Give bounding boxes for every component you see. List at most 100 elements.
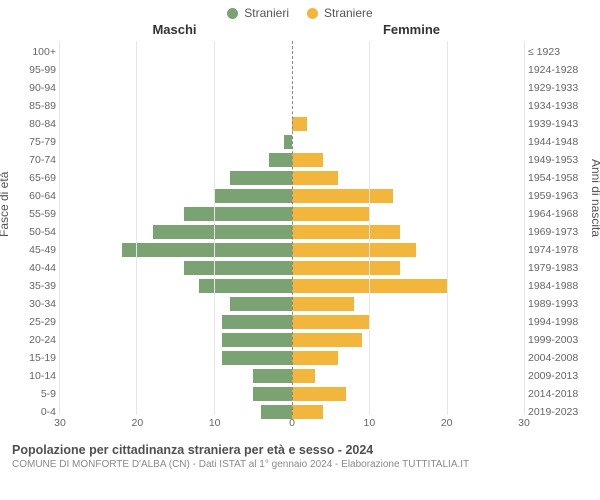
bar-male xyxy=(253,369,292,383)
chart-subtitle: COMUNE DI MONFORTE D'ALBA (CN) - Dati IS… xyxy=(12,459,590,470)
y-axis-label-left: Fasce di età xyxy=(0,172,11,237)
birth-label: 1984-1988 xyxy=(528,277,586,295)
age-labels: 100+95-9990-9485-8980-8475-7970-7465-696… xyxy=(18,41,60,437)
age-label: 0-4 xyxy=(18,403,56,421)
birth-label: ≤ 1923 xyxy=(528,43,586,61)
bar-male xyxy=(230,171,292,185)
birth-label: 2019-2023 xyxy=(528,403,586,421)
bar-female xyxy=(292,351,338,365)
age-label: 100+ xyxy=(18,43,56,61)
x-tick: 10 xyxy=(363,417,375,429)
birth-label: 1969-1973 xyxy=(528,223,586,241)
gridline xyxy=(214,41,215,415)
gridline xyxy=(136,41,137,415)
birth-label: 1974-1978 xyxy=(528,241,586,259)
plot-right xyxy=(292,41,524,437)
age-label: 15-19 xyxy=(18,349,56,367)
birth-label: 1994-1998 xyxy=(528,313,586,331)
bar-female xyxy=(292,117,307,131)
x-axis: 3020100102030 xyxy=(60,417,524,437)
age-label: 85-89 xyxy=(18,97,56,115)
bar-female xyxy=(292,387,346,401)
age-label: 5-9 xyxy=(18,385,56,403)
age-label: 30-34 xyxy=(18,295,56,313)
birth-label: 1959-1963 xyxy=(528,187,586,205)
x-tick: 20 xyxy=(441,417,453,429)
age-label: 50-54 xyxy=(18,223,56,241)
bar-male xyxy=(269,153,292,167)
swatch-female xyxy=(307,8,318,19)
x-tick: 0 xyxy=(289,417,295,429)
bar-female xyxy=(292,261,400,275)
age-label: 70-74 xyxy=(18,151,56,169)
bar-female xyxy=(292,315,369,329)
bar-male xyxy=(253,387,292,401)
age-label: 60-64 xyxy=(18,187,56,205)
birth-label: 1979-1983 xyxy=(528,259,586,277)
age-label: 35-39 xyxy=(18,277,56,295)
birth-label: 2004-2008 xyxy=(528,349,586,367)
bar-male xyxy=(222,333,292,347)
age-label: 40-44 xyxy=(18,259,56,277)
header-right: Femmine xyxy=(293,22,530,37)
legend: Stranieri Straniere xyxy=(0,0,600,22)
bar-male xyxy=(153,225,292,239)
gridline xyxy=(524,41,525,415)
bar-female xyxy=(292,369,315,383)
plot: 3020100102030 xyxy=(60,41,524,437)
birth-label: 1944-1948 xyxy=(528,133,586,151)
age-label: 90-94 xyxy=(18,79,56,97)
bar-male xyxy=(184,261,292,275)
age-label: 55-59 xyxy=(18,205,56,223)
bar-female xyxy=(292,225,400,239)
age-label: 25-29 xyxy=(18,313,56,331)
age-label: 65-69 xyxy=(18,169,56,187)
bar-female xyxy=(292,333,362,347)
legend-item-male: Stranieri xyxy=(227,6,289,20)
header-left: Maschi xyxy=(56,22,293,37)
birth-label: 1949-1953 xyxy=(528,151,586,169)
age-label: 95-99 xyxy=(18,61,56,79)
legend-item-female: Straniere xyxy=(307,6,373,20)
birth-label: 1964-1968 xyxy=(528,205,586,223)
bar-male xyxy=(222,351,292,365)
column-headers: Maschi Femmine xyxy=(0,22,600,37)
birth-label: 1999-2003 xyxy=(528,331,586,349)
legend-label-male: Stranieri xyxy=(244,6,289,20)
swatch-male xyxy=(227,8,238,19)
bar-male xyxy=(222,315,292,329)
x-tick: 30 xyxy=(518,417,530,429)
bar-female xyxy=(292,297,354,311)
age-label: 10-14 xyxy=(18,367,56,385)
legend-label-female: Straniere xyxy=(324,6,373,20)
bar-male xyxy=(284,135,292,149)
age-label: 45-49 xyxy=(18,241,56,259)
center-line xyxy=(292,41,293,415)
bar-female xyxy=(292,243,416,257)
gridline xyxy=(59,41,60,415)
bar-male xyxy=(230,297,292,311)
bar-male xyxy=(184,207,292,221)
chart-title: Popolazione per cittadinanza straniera p… xyxy=(12,443,590,457)
age-label: 80-84 xyxy=(18,115,56,133)
bar-female xyxy=(292,207,369,221)
birth-label: 1989-1993 xyxy=(528,295,586,313)
bar-female xyxy=(292,189,393,203)
x-tick: 30 xyxy=(54,417,66,429)
footer: Popolazione per cittadinanza straniera p… xyxy=(0,437,600,470)
plot-left xyxy=(60,41,292,437)
x-tick: 10 xyxy=(209,417,221,429)
birth-label: 1924-1928 xyxy=(528,61,586,79)
bar-male xyxy=(215,189,292,203)
birth-label: 1929-1933 xyxy=(528,79,586,97)
bar-female xyxy=(292,153,323,167)
gridline xyxy=(369,41,370,415)
y-axis-label-right: Anni di nascita xyxy=(589,159,600,237)
birth-label: 1954-1958 xyxy=(528,169,586,187)
birth-label: 1934-1938 xyxy=(528,97,586,115)
x-tick: 20 xyxy=(131,417,143,429)
bar-male xyxy=(122,243,292,257)
birth-year-labels: ≤ 19231924-19281929-19331934-19381939-19… xyxy=(524,41,586,437)
age-label: 20-24 xyxy=(18,331,56,349)
chart-area: Fasce di età 100+95-9990-9485-8980-8475-… xyxy=(0,37,600,437)
